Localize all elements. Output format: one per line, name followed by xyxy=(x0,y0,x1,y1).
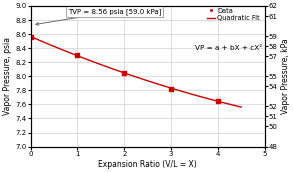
Point xyxy=(75,54,80,57)
Text: TVP = 8.56 psia [59.0 kPa]: TVP = 8.56 psia [59.0 kPa] xyxy=(36,8,161,25)
X-axis label: Expansion Ratio (V/L = X): Expansion Ratio (V/L = X) xyxy=(98,159,197,169)
Point xyxy=(215,100,220,102)
Point xyxy=(28,36,33,38)
Y-axis label: Vapor Pressure, psia: Vapor Pressure, psia xyxy=(4,37,13,115)
Point xyxy=(122,71,127,74)
Y-axis label: Vapor Pressure, kPa: Vapor Pressure, kPa xyxy=(280,39,289,114)
Point xyxy=(169,88,173,90)
Text: VP = a + bX + cX²: VP = a + bX + cX² xyxy=(195,45,262,51)
Legend: Data, Quadratic Fit: Data, Quadratic Fit xyxy=(206,7,261,23)
